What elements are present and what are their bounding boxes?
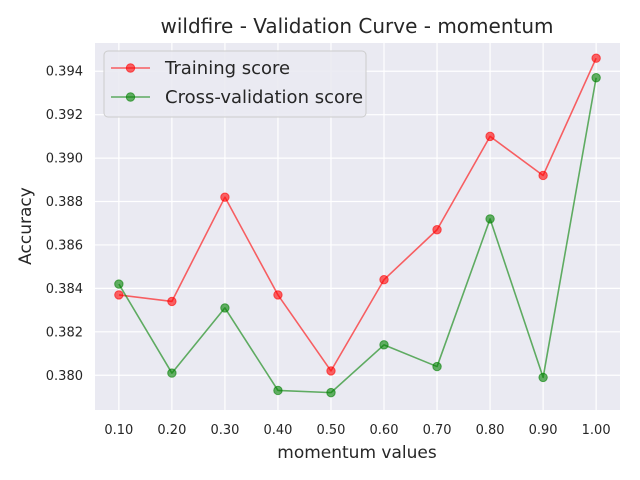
legend-marker-training [125,63,136,73]
y-tick-label: 0.382 [46,325,83,340]
data-point [379,275,389,285]
legend-entry-training: Training score [111,58,290,79]
series-line [118,57,597,372]
x-tick-label: 0.20 [157,423,186,438]
y-tick-label: 0.380 [46,369,83,384]
data-point [432,361,442,372]
y-tick-label: 0.388 [46,195,83,210]
data-point [114,279,124,289]
x-tick-label: 0.80 [476,423,505,438]
y-tick-label: 0.390 [46,152,83,167]
data-point [591,53,601,63]
data-point [167,296,177,307]
y-tick-label: 0.394 [46,65,83,80]
data-point [538,170,548,181]
y-axis-label: Accuracy [16,187,36,265]
data-point [326,366,336,376]
series-cross-validation-score [114,73,601,398]
series-line [118,77,597,394]
y-tick-label: 0.392 [46,108,83,123]
data-point [220,303,230,313]
y-axis-ticks: 0.380 0.382 0.384 0.386 0.388 0.390 0.392 0.394 [46,65,83,384]
legend: Training score Cross-validation score [103,50,367,118]
legend-label-training: Training score [164,58,290,79]
chart-title: wildfire - Validation Curve - momentum [160,14,553,38]
x-tick-label: 0.90 [529,423,558,438]
x-tick-label: 0.60 [370,423,399,438]
y-tick-label: 0.384 [46,282,83,297]
legend-label-cross-validation: Cross-validation score [165,87,363,108]
legend-entry-cross-validation: Cross-validation score [111,87,363,108]
data-point [220,192,230,202]
data-point [591,73,601,83]
legend-box [103,50,367,118]
x-axis-ticks: 0.10 0.20 0.30 0.40 0.50 0.60 0.70 0.80 0.90 1.00 [104,423,610,438]
x-axis-label: momentum values [277,443,437,463]
x-tick-label: 0.50 [317,423,346,438]
data-point [167,368,177,378]
data-point [114,290,124,300]
x-tick-label: 0.70 [423,423,452,438]
series-group [114,53,601,398]
x-tick-label: 0.10 [104,423,133,438]
data-point [273,385,283,396]
data-point [485,131,495,142]
data-point [432,225,442,235]
data-point [326,387,336,398]
data-point [485,214,495,224]
data-point [538,372,548,383]
legend-marker-cross-validation [125,92,136,102]
data-point [273,290,283,300]
x-tick-label: 1.00 [582,423,611,438]
x-tick-label: 0.30 [210,423,239,438]
y-tick-label: 0.386 [46,238,83,253]
data-point [379,340,389,350]
series-training-score [114,53,601,376]
x-tick-label: 0.40 [263,423,292,438]
